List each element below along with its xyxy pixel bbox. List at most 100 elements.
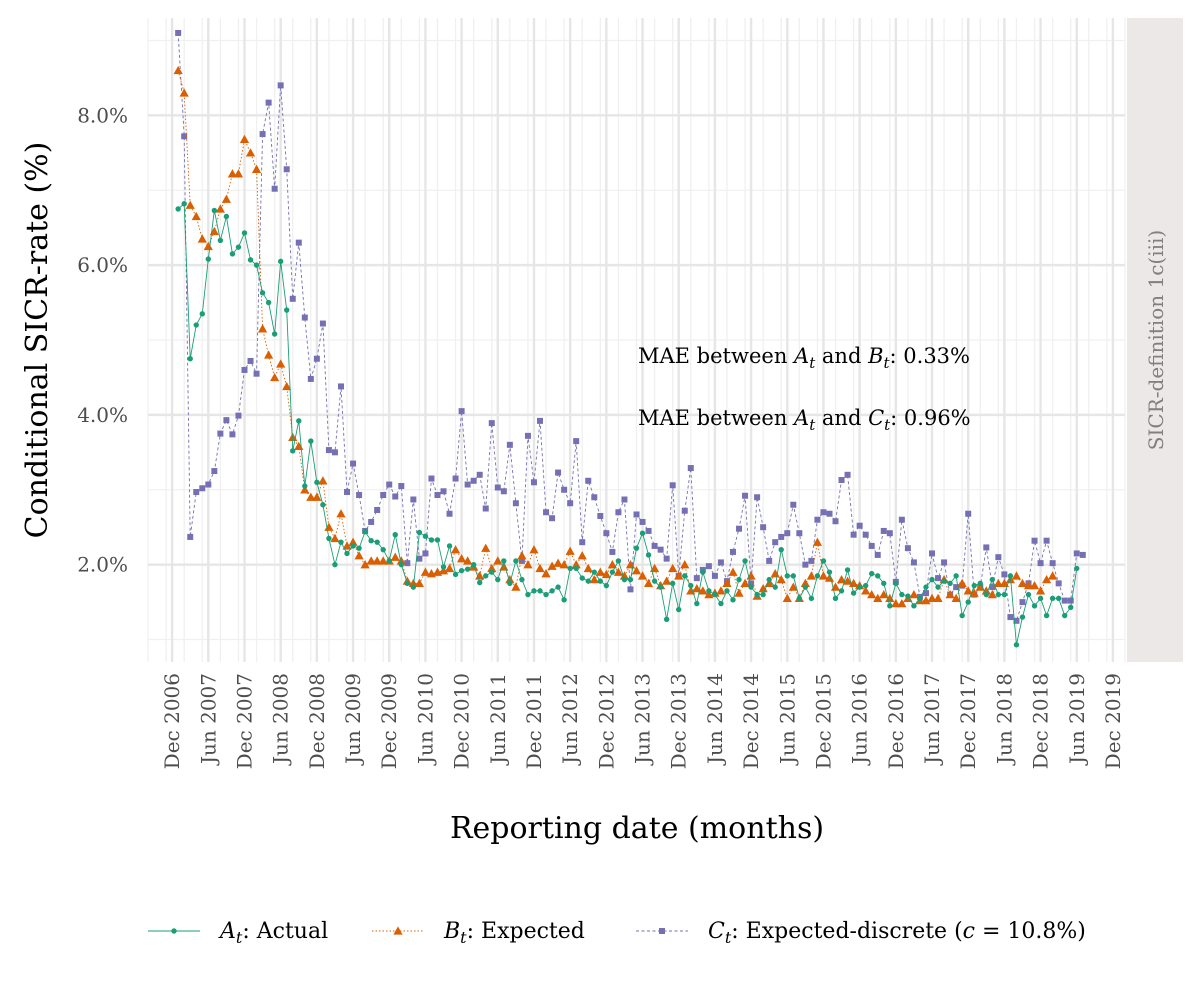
data-point-triangle [680,560,690,569]
y-tick-label: 4.0% [77,403,128,427]
data-point-square [754,494,761,501]
data-point-circle [718,600,724,607]
data-point-circle [597,578,604,584]
data-point-square [283,166,290,173]
data-point-circle [669,580,676,587]
data-point-circle [905,593,911,599]
data-point-triangle [885,593,895,603]
legend-item-B: Bt: Expected [372,919,585,947]
y-tick-label: 8.0% [77,103,128,127]
data-point-triangle [553,558,563,567]
data-point-square [470,477,477,484]
x-axis-title: Reporting date (months) [450,811,824,846]
data-point-square [175,29,182,36]
data-point-triangle [457,554,467,563]
data-point-square [742,492,749,499]
facet-label: SICR-definition 1c(iii) [1144,230,1168,450]
data-point-square [886,530,893,537]
data-point-square [301,314,308,321]
data-point-square [621,496,628,503]
data-point-circle [657,584,664,590]
data-point-circle [531,588,537,594]
data-point-circle [784,573,790,579]
data-point-triangle [318,476,328,485]
data-point-circle [428,537,435,543]
data-point-square [543,509,550,516]
data-point-triangle [1048,571,1058,580]
data-point-circle [1074,565,1080,572]
data-point-square [193,489,200,496]
data-point-square [778,533,785,540]
data-point-square [1073,550,1080,557]
data-point-triangle [360,560,370,569]
data-point-square [681,507,688,514]
data-point-triangle [951,593,961,603]
data-point-triangle [282,381,292,391]
data-point-circle [205,256,212,262]
data-point-triangle [312,492,322,501]
x-tick-label: Jun 2015 [775,673,799,766]
data-point-circle [458,567,465,574]
data-point-circle [832,595,839,602]
data-point-circle [826,569,833,575]
data-point-triangle [637,571,648,580]
legend-item-C: Ct: Expected-discrete (c = 10.8%) [636,919,1086,947]
data-point-square [217,430,224,437]
data-point-square [597,512,604,519]
data-point-triangle [342,541,352,550]
data-point-triangle [812,537,823,546]
data-point-triangle [595,567,605,576]
data-point-triangle [716,586,726,595]
data-point-circle [893,580,899,587]
data-point-circle [171,928,177,934]
data-point-triangle [1041,575,1052,584]
data-point-triangle [547,561,557,570]
data-point-circle [585,578,591,584]
data-point-triangle [987,590,997,599]
data-point-circle [814,573,821,579]
x-tick-label: Dec 2006 [160,673,184,769]
data-point-triangle [728,567,738,576]
data-point-circle [989,576,996,583]
data-point-circle [796,595,803,602]
series-line-B [177,70,1053,605]
data-point-circle [507,580,513,587]
data-point-triangle [487,563,497,573]
data-point-square [331,449,338,456]
data-point-triangle [191,211,201,221]
data-point-square [760,524,767,531]
data-point-square [862,531,869,538]
data-point-circle [404,580,411,587]
data-point-circle [410,584,417,590]
data-point-triangle [969,588,979,597]
y-tick-label: 2.0% [77,553,128,577]
data-point-circle [1019,614,1026,620]
data-point-square [1013,617,1020,624]
data-point-circle [977,580,983,587]
data-point-circle [392,531,398,538]
data-point-square [512,500,519,507]
data-point-triangle [734,588,744,597]
data-point-triangle [300,485,310,494]
data-point-circle [1037,595,1044,602]
data-point-triangle [945,590,955,599]
data-point-square [416,555,423,562]
data-point-circle [338,539,344,545]
data-point-circle [1025,591,1032,598]
facet-strip [1127,18,1183,662]
data-point-triangle [776,575,786,584]
data-point-circle [175,206,181,212]
data-point-circle [838,588,845,594]
data-point-square [766,557,773,564]
data-point-square [663,555,670,562]
x-tick-label: Jun 2018 [992,673,1016,766]
mae-annotation: MAE between At and Ct: 0.96% [638,406,971,434]
x-tick-label: Dec 2013 [667,673,691,769]
data-point-triangle [450,545,461,554]
data-point-square [898,516,905,523]
data-point-circle [947,580,953,587]
data-point-circle [983,591,989,598]
data-point-circle [639,530,646,536]
data-point-square [452,475,459,482]
data-point-triangle [535,563,545,573]
